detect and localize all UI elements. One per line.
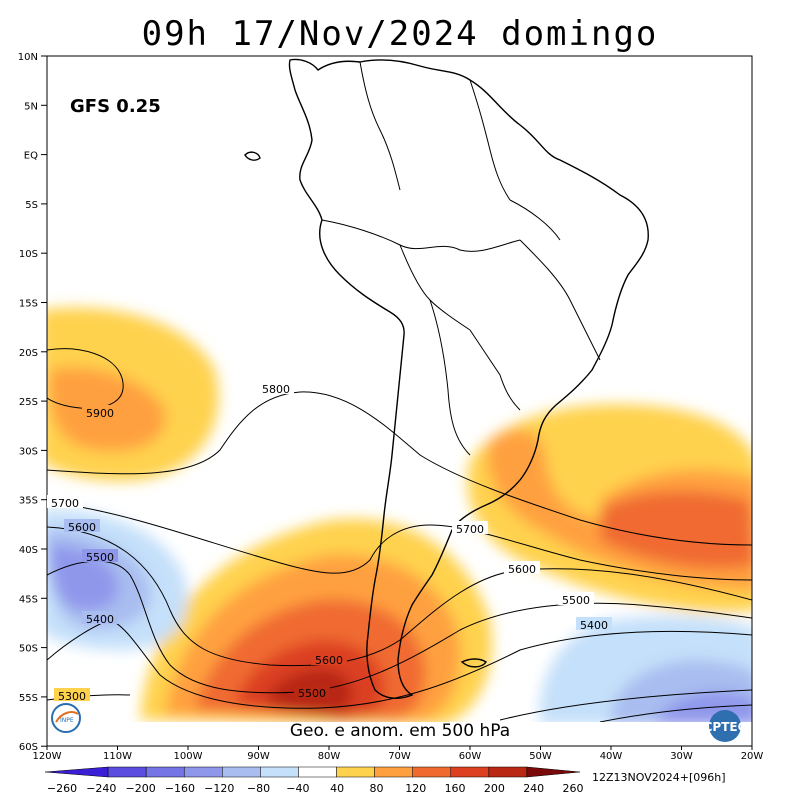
svg-text:INPE: INPE bbox=[60, 717, 74, 724]
inpe-logo: INPE bbox=[51, 703, 81, 733]
colorbar-label: −120 bbox=[204, 782, 234, 795]
colorbar-label: 40 bbox=[330, 782, 344, 795]
latitude-axis: 10N 5N EQ 5S 10S 15S 20S 25S 30S 35S 40S 45S 50S 55S 6… bbox=[18, 52, 47, 753]
lat-label: 10S bbox=[19, 249, 38, 260]
contour-5900 bbox=[47, 348, 124, 409]
colorbar-swatch bbox=[450, 766, 490, 778]
lat-label: 55S bbox=[19, 693, 38, 704]
lon-label: 90W bbox=[247, 751, 270, 762]
lat-label: 50S bbox=[19, 644, 38, 655]
colorbar-swatch bbox=[336, 766, 375, 778]
contour-label: 5400 bbox=[580, 619, 608, 632]
lon-label: 20W bbox=[741, 751, 764, 762]
coastlines bbox=[244, 58, 649, 699]
contour-5800 bbox=[47, 391, 752, 546]
lon-label: 110W bbox=[103, 751, 132, 762]
south-america-outline bbox=[288, 58, 649, 699]
colorbar-swatch bbox=[374, 766, 413, 778]
colorbar-swatch bbox=[260, 766, 299, 778]
colorbar-label: −40 bbox=[286, 782, 309, 795]
lon-label: 50W bbox=[529, 751, 552, 762]
colorbar-label: −160 bbox=[165, 782, 195, 795]
galapagos-islands bbox=[244, 151, 261, 161]
lat-label: 10N bbox=[18, 52, 38, 63]
colorbar-label: 160 bbox=[445, 782, 466, 795]
lat-label: 25S bbox=[19, 397, 38, 408]
falkland-islands bbox=[460, 658, 487, 668]
lat-label: 5N bbox=[24, 101, 38, 112]
lat-label: 5S bbox=[25, 200, 38, 211]
colorbar-swatch bbox=[183, 766, 223, 778]
contour-label-group: 5900 5800 5700 5700 5600 5600 5600 5500 … bbox=[47, 381, 612, 703]
contour-label: 5700 bbox=[456, 523, 484, 536]
colorbar-label: 80 bbox=[369, 782, 383, 795]
contour-label: 5600 bbox=[315, 654, 343, 667]
colorbar-label: 260 bbox=[563, 782, 584, 795]
cptec-logo: CPTEC bbox=[704, 710, 747, 742]
colorbar-swatch bbox=[488, 766, 528, 778]
contour-5700 bbox=[47, 501, 752, 581]
contour-label: 5800 bbox=[262, 383, 290, 396]
lat-label: 30S bbox=[19, 446, 38, 457]
colorbar-swatch bbox=[44, 766, 109, 778]
model-label: GFS 0.25 bbox=[70, 96, 161, 117]
colorbar: −260 −240 −200 −160 −120 −80 −40 40 80 120 160 200 2… bbox=[44, 766, 584, 795]
contour-label: 5500 bbox=[562, 594, 590, 607]
longitude-axis: 120W 110W 100W 90W 80W 70W 60W 50W 40W 30W 20W bbox=[33, 746, 764, 762]
contour-label: 5600 bbox=[68, 521, 96, 534]
colorbar-label: 240 bbox=[523, 782, 544, 795]
lon-label: 70W bbox=[388, 751, 411, 762]
contour-5300b bbox=[599, 704, 752, 722]
contour-label: 5300 bbox=[58, 690, 86, 703]
run-info: 12Z13NOV2024+[096h] bbox=[592, 771, 726, 784]
colorbar-label: 120 bbox=[405, 782, 426, 795]
lat-label: 60S bbox=[19, 742, 38, 753]
anomaly-east-positive-3 bbox=[600, 491, 752, 569]
colorbar-label: 200 bbox=[484, 782, 505, 795]
contour-label: 5600 bbox=[508, 563, 536, 576]
colorbar-label: −200 bbox=[126, 782, 156, 795]
contour-label: 5700 bbox=[51, 497, 79, 510]
colorbar-label: −260 bbox=[47, 782, 77, 795]
page-title: 09h 17/Nov/2024 domingo bbox=[141, 14, 659, 54]
footer-caption: Geo. e anom. em 500 hPa bbox=[290, 721, 510, 741]
colorbar-label: −80 bbox=[247, 782, 270, 795]
contour-label: 5900 bbox=[86, 407, 114, 420]
lon-label: 30W bbox=[670, 751, 693, 762]
colorbar-swatch bbox=[222, 766, 261, 778]
lon-label: 80W bbox=[318, 751, 341, 762]
colorbar-label: −240 bbox=[86, 782, 116, 795]
lon-label: 60W bbox=[459, 751, 482, 762]
contour-label: 5500 bbox=[298, 687, 326, 700]
border-lines bbox=[321, 61, 601, 456]
lon-label: 120W bbox=[33, 751, 62, 762]
lat-label: 40S bbox=[19, 545, 38, 556]
lat-label: 15S bbox=[19, 299, 38, 310]
lon-label: 100W bbox=[174, 751, 203, 762]
colorbar-swatch bbox=[526, 766, 581, 778]
svg-text:CPTEC: CPTEC bbox=[704, 720, 747, 734]
lat-label: 20S bbox=[19, 348, 38, 359]
lat-label: EQ bbox=[24, 151, 38, 162]
colorbar-swatch bbox=[107, 766, 147, 778]
colorbar-swatch bbox=[145, 766, 185, 778]
lat-label: 35S bbox=[19, 496, 38, 507]
lat-label: 45S bbox=[19, 594, 38, 605]
colorbar-swatch bbox=[298, 766, 337, 778]
colorbar-swatch bbox=[412, 766, 452, 778]
lon-label: 40W bbox=[600, 751, 623, 762]
contour-label: 5400 bbox=[86, 613, 114, 626]
contour-label: 5500 bbox=[86, 551, 114, 564]
